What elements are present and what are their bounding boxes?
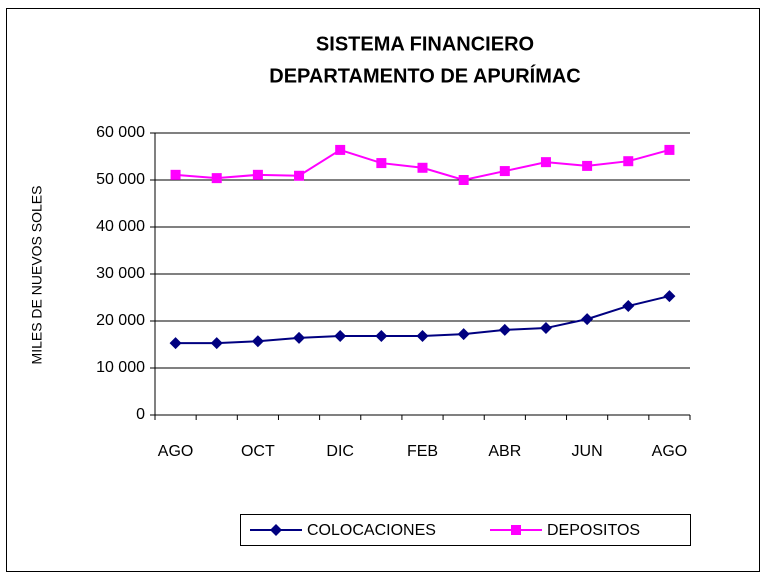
chart-title: DEPARTAMENTO DE APURÍMAC [269, 64, 580, 87]
marker [664, 144, 675, 155]
marker [210, 337, 223, 350]
marker [416, 330, 429, 343]
y-tick-label: 0 [136, 406, 145, 423]
marker [539, 322, 552, 335]
y-tick-label: 10 000 [96, 359, 145, 376]
x-tick-label: ABR [488, 443, 521, 460]
marker [251, 335, 264, 348]
marker [211, 173, 222, 184]
y-tick-label: 30 000 [96, 265, 145, 282]
chart-frame [6, 8, 760, 572]
chart-title: SISTEMA FINANCIERO [316, 33, 534, 55]
marker [252, 169, 263, 180]
marker [581, 313, 594, 326]
marker [293, 331, 306, 344]
marker [417, 162, 428, 173]
marker [663, 290, 676, 303]
marker [458, 175, 469, 185]
marker [498, 323, 511, 336]
marker [334, 330, 347, 343]
legend-label: COLOCACIONES [307, 522, 436, 539]
x-tick-label: FEB [407, 443, 438, 460]
marker [170, 169, 181, 180]
y-axis-label: MILES DE NUEVOS SOLES [29, 186, 45, 365]
marker [540, 157, 551, 168]
marker [169, 337, 182, 350]
x-tick-label: AGO [652, 443, 688, 460]
marker [375, 330, 388, 343]
marker [376, 158, 387, 169]
marker [294, 170, 305, 181]
x-tick-label: DIC [326, 443, 354, 460]
y-tick-label: 40 000 [96, 218, 145, 235]
legend-marker [511, 525, 521, 535]
legend-marker [270, 524, 282, 536]
legend-label: DEPOSITOS [547, 522, 640, 539]
marker [582, 160, 593, 171]
legend-box [240, 514, 691, 546]
x-tick-label: OCT [241, 443, 275, 460]
marker [499, 166, 510, 177]
marker [622, 299, 635, 312]
marker [457, 328, 470, 341]
y-tick-label: 20 000 [96, 312, 145, 329]
marker [335, 144, 346, 155]
y-tick-label: 60 000 [96, 124, 145, 141]
x-tick-label: JUN [572, 443, 603, 460]
x-tick-label: AGO [158, 443, 194, 460]
marker [623, 156, 634, 167]
y-tick-label: 50 000 [96, 171, 145, 188]
